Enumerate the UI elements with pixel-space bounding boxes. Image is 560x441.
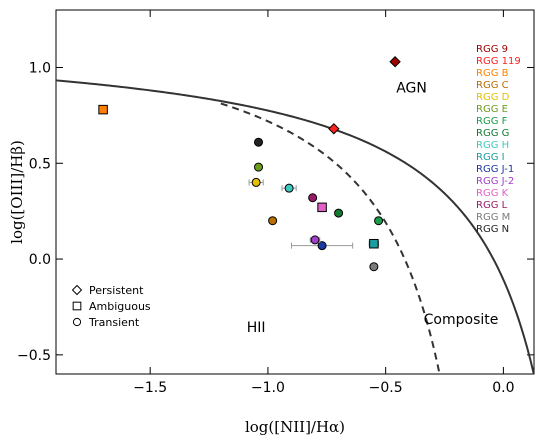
- legend-entry-rgg-k: RGG K: [476, 188, 509, 199]
- x-tick-label: −0.5: [369, 380, 403, 396]
- classification-curves: [56, 79, 534, 374]
- marker-legend: Persistent Ambiguous Transient: [71, 284, 151, 329]
- point-rgg-j-2: [310, 235, 320, 245]
- region-label-composite: Composite: [424, 312, 499, 328]
- y-tick-label: 0.5: [29, 156, 51, 172]
- point-rgg-j-1: [317, 241, 327, 251]
- legend-entry-rgg-n: RGG N: [476, 224, 509, 235]
- point-rgg-119: [328, 123, 340, 135]
- legend-entry-rgg-j-2: RGG J-2: [476, 176, 514, 187]
- point-rgg-d: [251, 177, 261, 187]
- y-tick-label: 0.0: [29, 252, 51, 268]
- point-rgg-m: [369, 262, 379, 272]
- point-rgg-i: [369, 238, 379, 249]
- x-tick-label: −1.5: [133, 380, 167, 396]
- marker-legend-ambiguous: Ambiguous: [89, 300, 151, 313]
- legend-entry-rgg-h: RGG H: [476, 140, 509, 151]
- legend-entry-rgg-m: RGG M: [476, 212, 510, 223]
- circle-icon: [72, 317, 82, 327]
- kauffmann-demarcation-line: [220, 102, 441, 374]
- region-label-agn: AGN: [396, 80, 427, 96]
- region-label-hii: HII: [247, 320, 266, 336]
- legend-entry-rgg-f: RGG F: [476, 116, 508, 127]
- point-rgg-h: [284, 183, 294, 193]
- legend-entry-rgg-i: RGG I: [476, 152, 505, 163]
- diamond-icon: [71, 284, 83, 296]
- y-tick-label: 1.0: [29, 60, 51, 76]
- x-axis-label: log([NII]/Hα): [245, 418, 345, 436]
- legend-entry-rgg-g: RGG G: [476, 128, 509, 139]
- data-points: [98, 56, 401, 272]
- point-rgg-b: [98, 104, 108, 115]
- point-rgg-l: [308, 193, 318, 203]
- x-tick-label: −1.0: [251, 380, 285, 396]
- x-tick-label: 0.0: [492, 380, 514, 396]
- legend-entry-rgg-c: RGG C: [476, 80, 509, 91]
- axis-ticks: −1.5 −1.0 −0.5 0.0 −0.5 0.0 0.5 1.0: [17, 10, 534, 396]
- marker-legend-transient: Transient: [88, 316, 140, 329]
- point-rgg-k: [317, 202, 327, 213]
- point-rgg-g: [334, 208, 344, 218]
- point-rgg-e: [254, 162, 264, 172]
- legend-entry-rgg-b: RGG B: [476, 68, 509, 79]
- y-tick-label: −0.5: [17, 348, 51, 364]
- legend-entry-rgg-l: RGG L: [476, 200, 508, 211]
- legend-entry-rgg-e: RGG E: [476, 104, 508, 115]
- region-labels: AGN HII Composite: [247, 80, 499, 335]
- point-rgg-9: [389, 56, 401, 68]
- marker-legend-persistent: Persistent: [89, 284, 144, 297]
- kewley-demarcation-line: [56, 79, 534, 374]
- legend-entry-rgg-9: RGG 9: [476, 44, 508, 55]
- legend-entry-rgg-119: RGG 119: [476, 56, 521, 67]
- legend-entry-rgg-d: RGG D: [476, 92, 510, 103]
- square-icon: [72, 301, 82, 311]
- plot-frame: [55, 9, 535, 375]
- point-rgg-c: [268, 216, 278, 226]
- point-rgg-n: [254, 137, 264, 147]
- y-axis-label: log([OIII]/Hβ): [8, 140, 26, 244]
- point-rgg-f: [374, 216, 384, 226]
- legend-entry-rgg-j-1: RGG J-1: [476, 164, 514, 175]
